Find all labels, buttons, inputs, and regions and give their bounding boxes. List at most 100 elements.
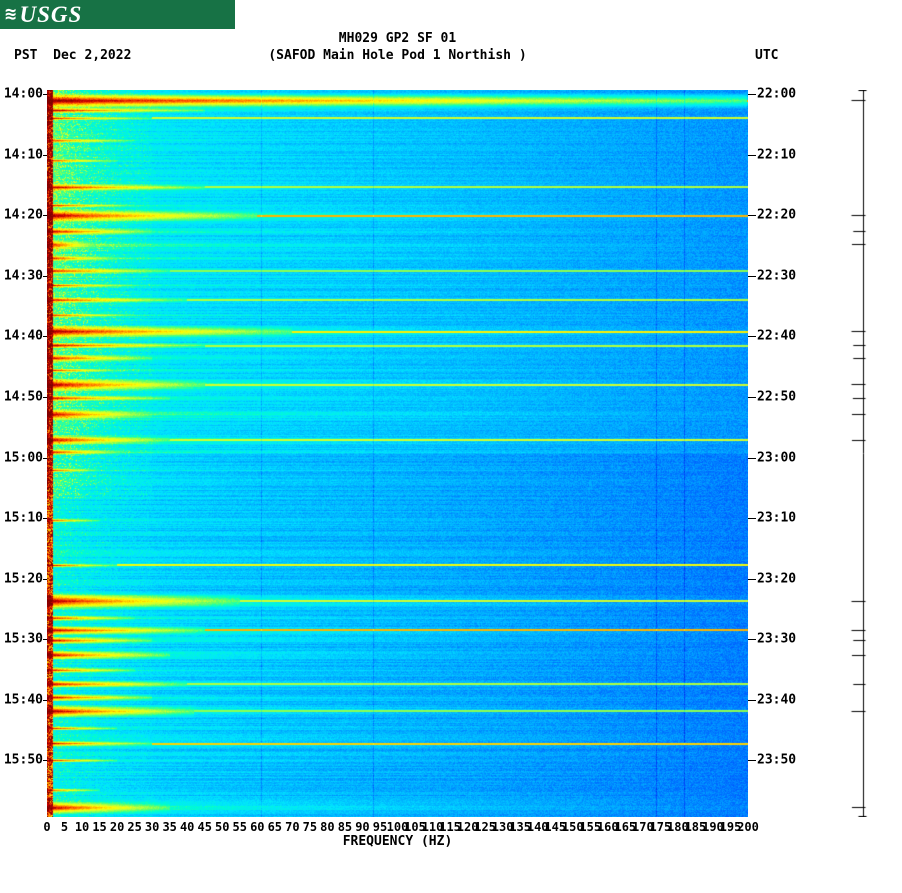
frequency-tick-label: 30 [144,820,160,834]
frequency-tick-label: 160 [596,820,619,834]
frequency-tick-label: 180 [667,820,689,834]
right-time-label: 23:20 [757,571,797,587]
frequency-axis-title: FREQUENCY (HZ) [342,834,453,849]
frequency-tick-label: 0 [43,820,51,834]
usgs-logo: ≋ USGS [0,0,235,29]
spectrogram-canvas [47,90,748,817]
right-tick-mark [748,336,756,338]
frequency-tick-label: 105 [404,820,426,834]
left-time-axis: 14:00 14:10 14:20 14:30 14:40 14:50 15:00 15:10… [0,86,47,817]
left-time-label: 14:20 [3,207,43,223]
frequency-axis-ticks: 0 5 10 15 20 25 30 35 40 45 50 55 60 65 70 75 80 85 90 95 10… [43,820,758,834]
left-time-label: 15:00 [3,450,43,465]
frequency-tick-label: 25 [127,820,142,834]
frequency-tick-label: 50 [215,820,230,834]
left-tick-mark [43,336,47,338]
left-tick-mark [43,215,47,217]
right-time-axis: 22:00 22:10 22:20 22:30 22:40 22:50 23:00 23:10… [748,86,858,817]
right-tick-mark [748,154,756,156]
frequency-tick-label: 155 [579,820,602,834]
frequency-tick-label: 120 [456,820,479,834]
left-time-label: 14:10 [3,147,43,163]
right-tick-mark [748,639,756,641]
left-time-label: 14:00 [3,86,43,102]
right-tick-mark [748,396,756,398]
right-time-label: 23:50 [757,752,797,768]
frequency-tick-label: 70 [285,820,300,834]
frequency-tick-label: 135 [509,820,532,834]
left-time-label: 14:30 [3,268,43,284]
left-tick-mark [43,396,47,398]
left-tick-mark [43,275,47,277]
right-time-label: 23:40 [757,692,797,708]
frequency-tick-label: 195 [719,820,742,834]
right-time-label: 23:10 [757,510,797,526]
left-time-label: 15:10 [3,510,43,526]
frequency-tick-label: 125 [474,820,496,834]
right-tick-mark [748,215,756,217]
left-time-label: 15:20 [3,571,43,587]
frequency-tick-label: 60 [250,820,265,834]
local-timezone-date-label: PST Dec 2,2022 [14,48,132,63]
frequency-tick-label: 95 [372,820,388,834]
right-time-label: 22:50 [757,389,797,405]
left-tick-mark [43,94,47,95]
frequency-tick-label: 85 [337,820,353,834]
usgs-wave-icon: ≋ [5,3,17,25]
frequency-tick-label: 110 [421,820,444,834]
right-time-label: 22:00 [757,86,797,102]
right-time-label: 23:00 [757,450,797,465]
frequency-tick-label: 145 [544,820,567,834]
right-tick-mark [748,275,756,277]
frequency-tick-label: 115 [439,820,461,834]
left-tick-mark [43,760,47,762]
left-tick-mark [43,457,47,459]
right-tick-mark [748,578,756,580]
frequency-tick-label: 65 [267,820,283,834]
right-tick-mark [748,699,756,701]
left-time-label: 15:50 [3,752,43,768]
frequency-tick-label: 20 [109,820,125,834]
frequency-tick-label: 90 [355,820,370,834]
right-tick-mark [748,94,756,95]
left-tick-mark [43,639,47,641]
left-time-label: 14:40 [3,328,43,344]
frequency-tick-label: 150 [561,820,584,834]
frequency-tick-label: 10 [74,820,90,834]
right-time-label: 22:20 [757,207,797,223]
frequency-tick-label: 55 [232,820,247,834]
frequency-tick-label: 75 [302,820,318,834]
right-tick-mark [748,518,756,520]
frequency-tick-label: 165 [614,820,637,834]
left-tick-mark [43,699,47,701]
frequency-tick-label: 45 [197,820,212,834]
left-tick-mark [43,578,47,580]
frequency-tick-label: 35 [162,820,177,834]
left-time-label: 15:40 [3,692,43,708]
left-time-label: 15:30 [3,631,43,647]
frequency-tick-label: 130 [491,820,514,834]
frequency-tick-label: 100 [386,820,409,834]
frequency-tick-label: 15 [92,820,107,834]
utc-timezone-label: UTC [755,48,779,63]
right-tick-mark [748,760,756,762]
seismic-trace-canvas [846,90,872,817]
frequency-tick-label: 80 [320,820,335,834]
right-time-label: 23:30 [757,631,797,647]
left-tick-mark [43,154,47,156]
left-tick-mark [43,518,47,520]
frequency-tick-label: 5 [60,820,69,834]
frequency-tick-label: 200 [737,820,759,834]
right-tick-mark [748,457,756,459]
frequency-tick-label: 190 [702,820,724,834]
right-time-label: 22:40 [757,328,797,344]
frequency-tick-label: 140 [526,820,549,834]
frequency-tick-label: 40 [179,820,195,834]
left-time-label: 14:50 [3,389,43,405]
right-time-label: 22:10 [757,147,797,163]
station-title: MH029 GP2 SF 01 [338,31,457,46]
frequency-tick-label: 170 [632,820,654,834]
frequency-tick-label: 175 [649,820,672,834]
frequency-tick-label: 185 [684,820,707,834]
